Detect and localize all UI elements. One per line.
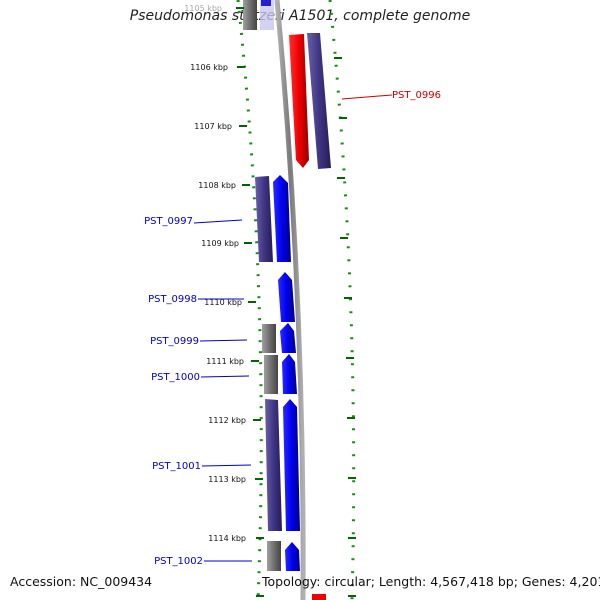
partial-feature-top [243,0,257,30]
gc-content-track [236,0,356,600]
ruler-tick-label: 1106 kbp [190,63,228,72]
svg-text:PST_0998: PST_0998 [148,294,197,305]
ruler-tick-label: 1110 kbp [204,298,242,307]
gene-label-PST_0996[interactable]: PST_0996 [341,90,441,101]
ruler-tick-label: 1114 kbp [208,534,246,543]
gene-PST_0998[interactable] [278,272,295,322]
ruler-tick-label: 1108 kbp [198,181,236,190]
gene-label-PST_0999[interactable]: PST_0999 [150,336,248,347]
position-ruler: 1105 kbp 1106 kbp 1107 kbp 1108 kbp 1109… [184,4,264,597]
ruler-tick-label: 1111 kbp [206,357,244,366]
gene-PST_0999[interactable] [262,323,296,353]
ruler-tick-label: 1109 kbp [201,239,239,248]
gene-PST_0997[interactable] [255,175,291,262]
svg-text:PST_0997: PST_0997 [144,216,193,227]
accession-info: Accession: NC_009434 [10,574,152,589]
ruler-tick-label: 1112 kbp [208,416,246,425]
genome-backbone [274,0,306,600]
svg-text:PST_0996: PST_0996 [392,90,441,101]
accession-label: Accession: [10,574,77,589]
gene-label-PST_0997[interactable]: PST_0997 [144,216,243,227]
outer-track-ticks [334,57,356,597]
partial-gene-top [260,0,274,30]
gene-label-PST_1001[interactable]: PST_1001 [152,461,252,472]
gene-label-PST_1002[interactable]: PST_1002 [154,556,252,567]
gene-label-PST_1000[interactable]: PST_1000 [151,372,250,383]
gene-PST_1001[interactable] [265,399,300,531]
ruler-tick-label: 1107 kbp [194,122,232,131]
svg-text:PST_1002: PST_1002 [154,556,203,567]
gene-PST_1000[interactable] [264,354,297,394]
gene-label-PST_0998[interactable]: PST_0998 [148,294,244,305]
partial-gene-bottom [312,594,326,600]
ruler-tick-label: 1105 kbp [184,4,222,13]
map-title: Pseudomonas stutzeri A1501, complete gen… [129,8,471,24]
svg-text:PST_1001: PST_1001 [152,461,201,472]
partial-gene-top-core [261,0,271,6]
gene-PST_0996[interactable] [289,33,331,169]
accession-value: NC_009434 [80,574,153,589]
topology-info: Topology: circular; Length: 4,567,418 bp… [262,574,600,589]
svg-text:PST_0999: PST_0999 [150,336,199,347]
ruler-tick-label: 1113 kbp [208,475,246,484]
svg-text:PST_1000: PST_1000 [151,372,200,383]
gene-PST_1002[interactable] [267,541,300,571]
